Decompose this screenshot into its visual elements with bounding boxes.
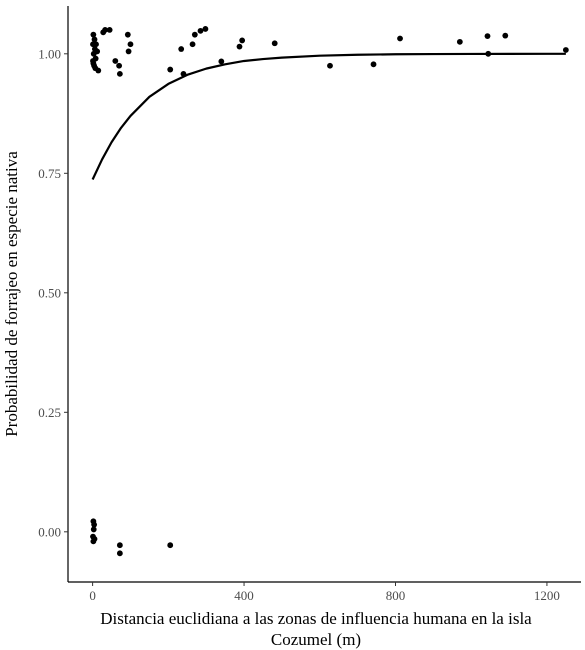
y-ticks: 0.00 0.25 0.50 0.75 1.00 [38, 46, 68, 539]
y-tick-label: 0.25 [38, 405, 61, 420]
x-axis-title-line-2: Cozumel (m) [271, 630, 361, 649]
y-tick-label: 1.00 [38, 46, 61, 61]
fit-curve [91, 52, 566, 180]
data-point [90, 538, 97, 545]
y-tick-label: 0.50 [38, 285, 61, 300]
data-point [90, 58, 96, 64]
data-point [197, 27, 204, 34]
y-axis-title: Probabilidad de forrajeo en especie nati… [2, 151, 21, 437]
data-point [116, 542, 123, 549]
data-point [112, 58, 119, 64]
data-point [191, 31, 198, 38]
x-tick-label: 1200 [534, 588, 560, 603]
data-point [116, 550, 123, 557]
data-point [93, 41, 99, 48]
y-tick-label: 0.75 [38, 166, 61, 181]
data-point [124, 31, 131, 38]
data-point [102, 27, 108, 33]
data-point [94, 48, 101, 55]
data-point [189, 41, 196, 48]
data-point [562, 47, 569, 53]
data-point [106, 27, 113, 33]
data-point [127, 41, 134, 48]
data-point [167, 542, 174, 549]
data-point [167, 66, 174, 73]
x-tick-label: 400 [234, 588, 254, 603]
data-point [90, 31, 97, 38]
data-point [327, 62, 333, 69]
data-point [178, 46, 185, 52]
data-point [218, 58, 225, 65]
y-tick-label: 0.00 [38, 524, 61, 539]
data-point [116, 70, 123, 77]
data-point [90, 526, 97, 533]
points-layer [90, 26, 569, 557]
data-point [95, 67, 102, 74]
data-point [236, 43, 243, 50]
data-point [271, 40, 278, 47]
fit-curve-layer [91, 52, 566, 180]
data-point [397, 35, 403, 42]
data-point [125, 48, 132, 55]
x-axis-title-line-1: Distancia euclidiana a las zonas de infl… [100, 609, 532, 628]
data-point [484, 33, 491, 40]
data-point [485, 50, 492, 57]
x-tick-label: 800 [386, 588, 406, 603]
data-point [370, 61, 377, 68]
data-point [202, 26, 209, 32]
data-point [91, 521, 98, 528]
data-point [502, 32, 509, 39]
x-ticks: 0 400 800 1200 [89, 582, 560, 603]
data-point [91, 36, 98, 43]
data-point [456, 38, 463, 45]
x-tick-label: 0 [89, 588, 96, 603]
data-point [116, 62, 123, 69]
data-point [239, 37, 246, 44]
data-point [180, 70, 187, 77]
